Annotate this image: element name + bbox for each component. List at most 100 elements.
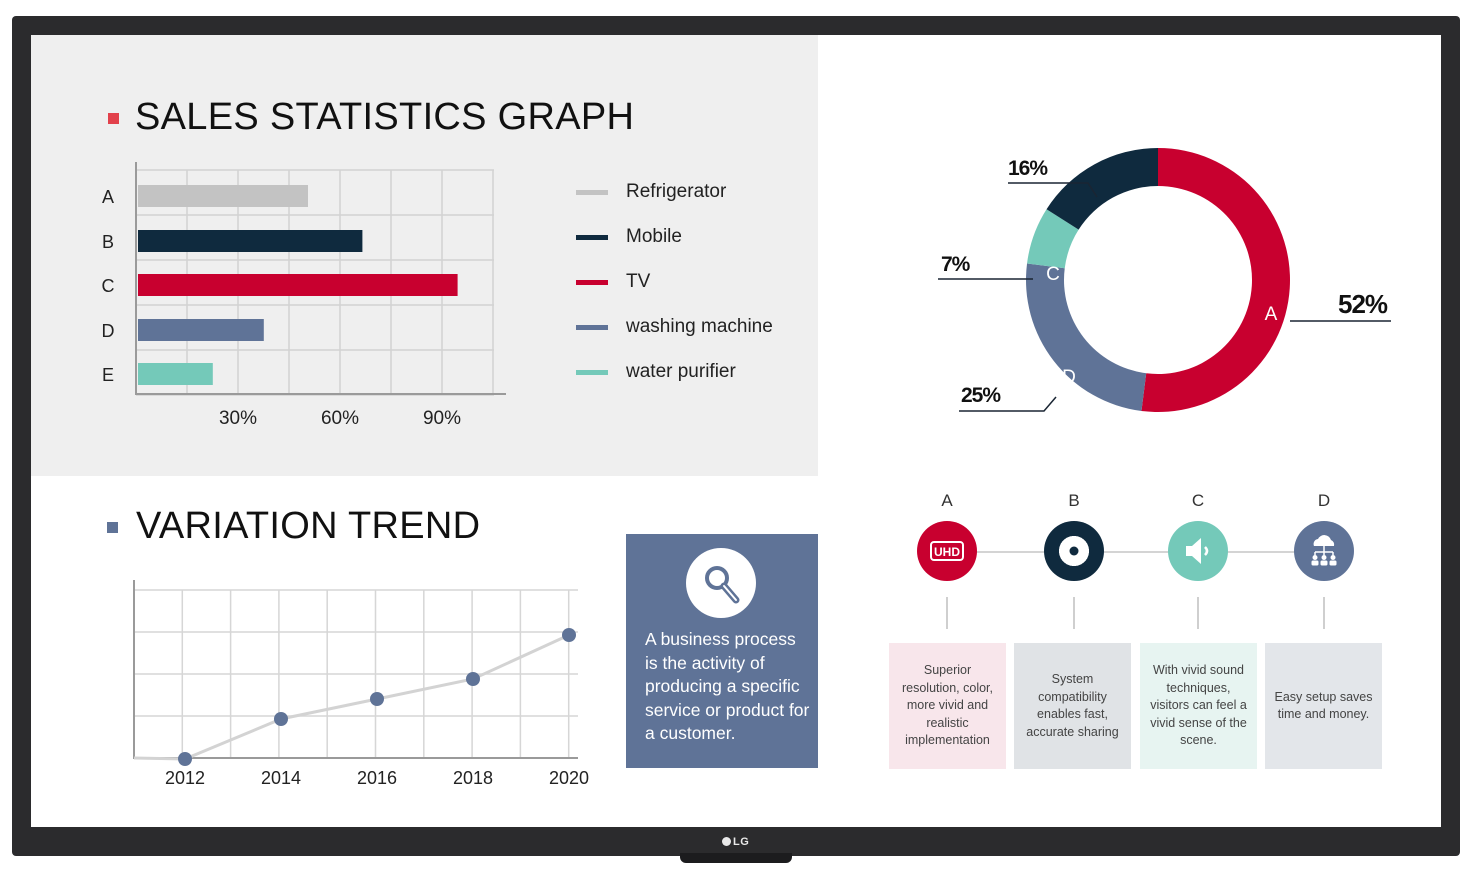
- donut-slice-a: [1141, 148, 1290, 412]
- uhd-icon-label: UHD: [934, 545, 960, 559]
- donut-slice-d: [1026, 263, 1147, 411]
- x-tick-label: 90%: [423, 408, 461, 429]
- feature-card: System compatibility enables fast, accur…: [1014, 643, 1131, 769]
- feature-card-text: With vivid sound techniques, visitors ca…: [1150, 663, 1247, 748]
- donut-percent-label: 25%: [961, 384, 1001, 407]
- feature-card-text: Superior resolution, color, more vivid a…: [901, 663, 994, 748]
- person-head: [1330, 555, 1336, 560]
- x-tick-label: 30%: [219, 408, 257, 429]
- x-tick-label: 2012: [165, 768, 205, 788]
- legend-label: TV: [626, 271, 651, 292]
- feature-card: Easy setup saves time and money.: [1265, 643, 1382, 769]
- feature-connector-line: [947, 551, 1325, 553]
- donut-percent-label: 7%: [941, 253, 971, 276]
- person-body: [1320, 560, 1328, 566]
- bar-c: [138, 274, 458, 296]
- legend-swatch: [576, 280, 608, 285]
- info-text: A business process is the activity of pr…: [645, 629, 810, 743]
- feature-letter-c: C: [1191, 491, 1205, 510]
- trend-line-chart: 2012 2014 2016 2018 2020: [133, 580, 589, 788]
- trend-point: [178, 752, 192, 766]
- bar-category-label: E: [102, 365, 114, 385]
- person-body: [1329, 560, 1337, 566]
- bar-category-label: B: [102, 232, 114, 252]
- feature-card: Superior resolution, color, more vivid a…: [889, 643, 1006, 769]
- trend-line: [133, 633, 570, 761]
- x-tick-label: 2016: [357, 768, 397, 788]
- feature-card: With vivid sound techniques, visitors ca…: [1140, 643, 1257, 769]
- x-tick-label: 2020: [549, 768, 589, 788]
- info-box: A business process is the activity of pr…: [626, 534, 818, 768]
- trend-point: [370, 692, 384, 706]
- feature-stem: [1073, 597, 1075, 629]
- legend-swatch: [576, 325, 608, 330]
- legend-label: Refrigerator: [626, 181, 727, 202]
- donut-leader-line: [959, 396, 1057, 412]
- sales-bar-chart: A B C D E 30% 60% 90%: [102, 162, 506, 429]
- cloud-network-icon: [1311, 535, 1337, 566]
- donut-segment-label: C: [1046, 264, 1060, 285]
- trend-title-marker: [107, 522, 118, 533]
- lg-logo-icon: [722, 837, 731, 846]
- feature-stem: [1323, 597, 1325, 629]
- uhd-icon: UHD: [930, 541, 964, 561]
- x-tick-label: 2014: [261, 768, 301, 788]
- bar-category-label: A: [102, 187, 114, 207]
- speaker-body: [1186, 538, 1201, 564]
- donut-leader-line: [1008, 182, 1098, 198]
- magnifier-icon: [705, 566, 740, 604]
- brand-logo: LG: [722, 836, 749, 848]
- speaker-icon: [1186, 538, 1209, 564]
- legend-swatch: [576, 190, 608, 195]
- donut-slice-b: [1046, 148, 1158, 230]
- speaker-wave: [1204, 546, 1209, 556]
- brand-name: LG: [733, 836, 750, 848]
- gear-hole: [1069, 546, 1079, 556]
- feature-icon-circle: [1168, 521, 1228, 581]
- donut-percent-label: 52%: [1338, 289, 1388, 319]
- trend-point: [562, 628, 576, 642]
- bar-category-label: D: [102, 321, 115, 341]
- donut-segment-label: A: [1265, 304, 1278, 325]
- trend-point: [466, 672, 480, 686]
- person-head: [1312, 555, 1318, 560]
- bar-b: [138, 230, 363, 252]
- donut-segment-label: D: [1062, 367, 1076, 388]
- feature-card-text: System compatibility enables fast, accur…: [1026, 672, 1119, 739]
- feature-icon-circle: UHD: [917, 521, 977, 581]
- uhd-frame: [930, 541, 964, 561]
- sales-panel: [31, 35, 818, 476]
- feature-letter-d: D: [1317, 491, 1331, 510]
- gear-icon: [1059, 536, 1089, 566]
- x-tick-label: 60%: [321, 408, 359, 429]
- sales-title-marker: [108, 113, 119, 124]
- feature-letter-a: A: [941, 491, 953, 510]
- legend-swatch: [576, 235, 608, 240]
- bar-e: [138, 363, 213, 385]
- person-body: [1311, 560, 1319, 566]
- display-screen: SALES STATISTICS GRAPH A B C D E 30% 60% 90% Re…: [31, 35, 1441, 827]
- bar-d: [138, 319, 264, 341]
- monitor-stand: [680, 853, 792, 863]
- legend-label: washing machine: [626, 316, 773, 337]
- cloud-shape: [1313, 535, 1335, 546]
- donut-segment-label: B: [1103, 201, 1116, 222]
- sales-title: SALES STATISTICS GRAPH: [135, 96, 635, 138]
- x-tick-label: 2018: [453, 768, 493, 788]
- legend-label: water purifier: [626, 361, 736, 382]
- bar-category-label: C: [102, 276, 115, 296]
- feature-icon-circle: [1294, 521, 1354, 581]
- legend-label: Mobile: [626, 226, 682, 247]
- trend-point: [274, 712, 288, 726]
- feature-card-text: Easy setup saves time and money.: [1274, 689, 1373, 722]
- donut-slice-c: [1027, 209, 1079, 269]
- donut-percent-label: 16%: [1008, 157, 1048, 180]
- feature-stem: [1197, 597, 1199, 629]
- trend-title: VARIATION TREND: [136, 505, 481, 547]
- feature-letter-b: B: [1068, 491, 1080, 510]
- feature-stem: [946, 597, 948, 629]
- info-icon-circle: [686, 548, 756, 618]
- feature-icon-circle: [1044, 521, 1104, 581]
- donut-chart: A D C B 52% 25% 7% 16%: [938, 148, 1391, 412]
- legend-swatch: [576, 370, 608, 375]
